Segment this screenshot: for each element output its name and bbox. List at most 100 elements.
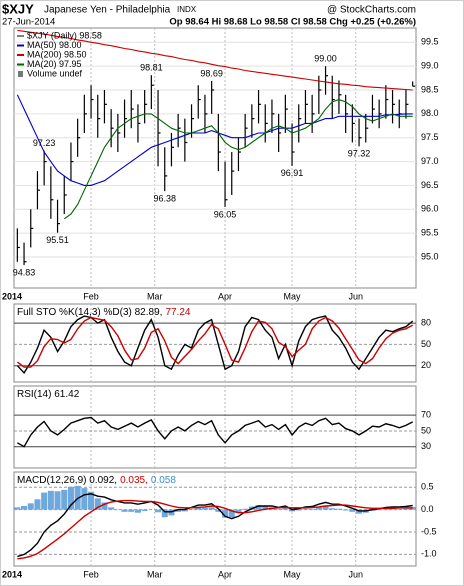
histogram-bar — [242, 508, 249, 510]
series-line — [63, 99, 413, 220]
histogram-bar — [342, 509, 349, 511]
legend-swatch — [18, 71, 23, 77]
title-part: 77.24 — [165, 307, 190, 318]
y-tick-label: 0.5 — [421, 482, 434, 492]
histogram-bar — [14, 507, 21, 510]
series-line — [17, 499, 413, 560]
x-tick-label: May — [284, 569, 302, 579]
y-tick-label: 98.5 — [421, 84, 439, 94]
y-tick-label: 98.0 — [421, 108, 439, 118]
histogram-bar — [101, 502, 108, 510]
histogram-bar — [41, 492, 48, 510]
legend-entry: MA(200) 98.50 — [27, 49, 87, 59]
price-annotation: 99.00 — [314, 54, 337, 64]
histogram-bar — [309, 508, 316, 510]
y-tick-label: -1.0 — [421, 549, 437, 559]
y-tick-label: 99.0 — [421, 61, 439, 71]
series-line — [16, 316, 414, 368]
x-tick-label: Mar — [147, 569, 163, 579]
price-annotation: 98.69 — [200, 68, 223, 78]
legend-entry: $XJY (Daily) 98.58 — [27, 30, 102, 40]
panel-frame — [13, 471, 417, 567]
title-part: RSI(14) 61.42 — [17, 389, 80, 400]
price-annotation: 97.23 — [33, 138, 56, 148]
date: 27-Jun-2014 — [2, 17, 55, 28]
histogram-bar — [396, 508, 403, 510]
y-tick-label: 50 — [421, 339, 431, 349]
price-annotation: 96.05 — [214, 209, 237, 219]
series-line — [16, 315, 414, 374]
histogram-bar — [121, 509, 128, 512]
y-tick-label: 95.0 — [421, 251, 439, 261]
histogram-bar — [54, 491, 61, 510]
histogram-bar — [262, 506, 269, 510]
histogram-bar — [161, 509, 168, 518]
y-tick-label: 70 — [421, 410, 431, 420]
series-line — [17, 29, 413, 91]
panel-frame — [13, 27, 417, 289]
price-annotation: 95.51 — [46, 235, 69, 245]
price-annotation: 96.38 — [153, 194, 176, 204]
histogram-bar — [215, 509, 222, 512]
histogram-bar — [302, 508, 309, 510]
title-part: Full STO %K(14,3) %D(3) 82.89, — [17, 307, 162, 318]
histogram-bar — [289, 509, 296, 512]
histogram-bar — [356, 509, 363, 514]
histogram-bar — [282, 508, 289, 510]
histogram-bar — [235, 509, 242, 514]
title-part: MACD(12,26,9) 0.092, — [17, 475, 117, 486]
x-tick-label: Jun — [348, 291, 363, 301]
title-part: 0.035, — [120, 475, 148, 486]
y-tick-label: 96.5 — [421, 180, 439, 190]
legend-entry: MA(20) 97.95 — [27, 59, 82, 69]
y-tick-label: -0.5 — [421, 526, 437, 536]
x-tick-label: Mar — [147, 291, 163, 301]
histogram-bar — [141, 509, 148, 511]
histogram-bar — [88, 491, 95, 510]
price-annotation: 97.32 — [348, 149, 371, 159]
watermark: @ StockCharts.com — [327, 5, 416, 16]
histogram-bar — [255, 505, 262, 510]
price-annotation: 96.91 — [281, 168, 304, 178]
title-part: 0.058 — [151, 475, 176, 486]
histogram-bar — [175, 509, 182, 512]
y-tick-label: 97.0 — [421, 156, 439, 166]
histogram-bar — [67, 486, 74, 510]
x-tick-label: May — [284, 291, 302, 301]
histogram-bar — [382, 508, 389, 510]
year-label: 2014 — [2, 569, 22, 579]
histogram-bar — [21, 506, 28, 510]
x-tick-label: Feb — [83, 291, 99, 301]
y-tick-label: 0.0 — [421, 504, 434, 514]
histogram-bar — [128, 509, 135, 512]
legend-entry: MA(50) 98.00 — [27, 40, 82, 50]
y-tick-label: 20 — [421, 360, 431, 370]
histogram-bar — [81, 488, 88, 510]
price-annotation: 94.83 — [13, 267, 36, 277]
y-tick-label: 80 — [421, 318, 431, 328]
y-tick-label: 97.5 — [421, 132, 439, 142]
histogram-bar — [47, 490, 54, 510]
histogram-bar — [322, 506, 329, 510]
y-tick-label: 95.5 — [421, 228, 439, 238]
legend-entry: Volume undef — [27, 68, 83, 78]
y-tick-label: 96.0 — [421, 204, 439, 214]
panel-title: RSI(14) 61.42 — [17, 389, 80, 400]
y-tick-label: 30 — [421, 441, 431, 451]
histogram-bar — [349, 509, 356, 512]
year-label: 2014 — [2, 291, 22, 301]
series-line — [17, 416, 414, 448]
x-tick-label: Apr — [218, 291, 232, 301]
histogram-bar — [134, 509, 141, 513]
histogram-bar — [295, 509, 302, 511]
histogram-bar — [222, 509, 229, 518]
histogram-bar — [315, 506, 322, 510]
histogram-bar — [168, 509, 175, 516]
exchange: INDX — [177, 5, 197, 14]
quote: Op 98.64 Hi 98.68 Lo 98.58 Cl 98.58 Chg … — [169, 17, 416, 28]
series-line — [16, 94, 413, 186]
histogram-bar — [329, 508, 336, 510]
histogram-bar — [94, 498, 101, 510]
histogram-bar — [34, 499, 41, 510]
